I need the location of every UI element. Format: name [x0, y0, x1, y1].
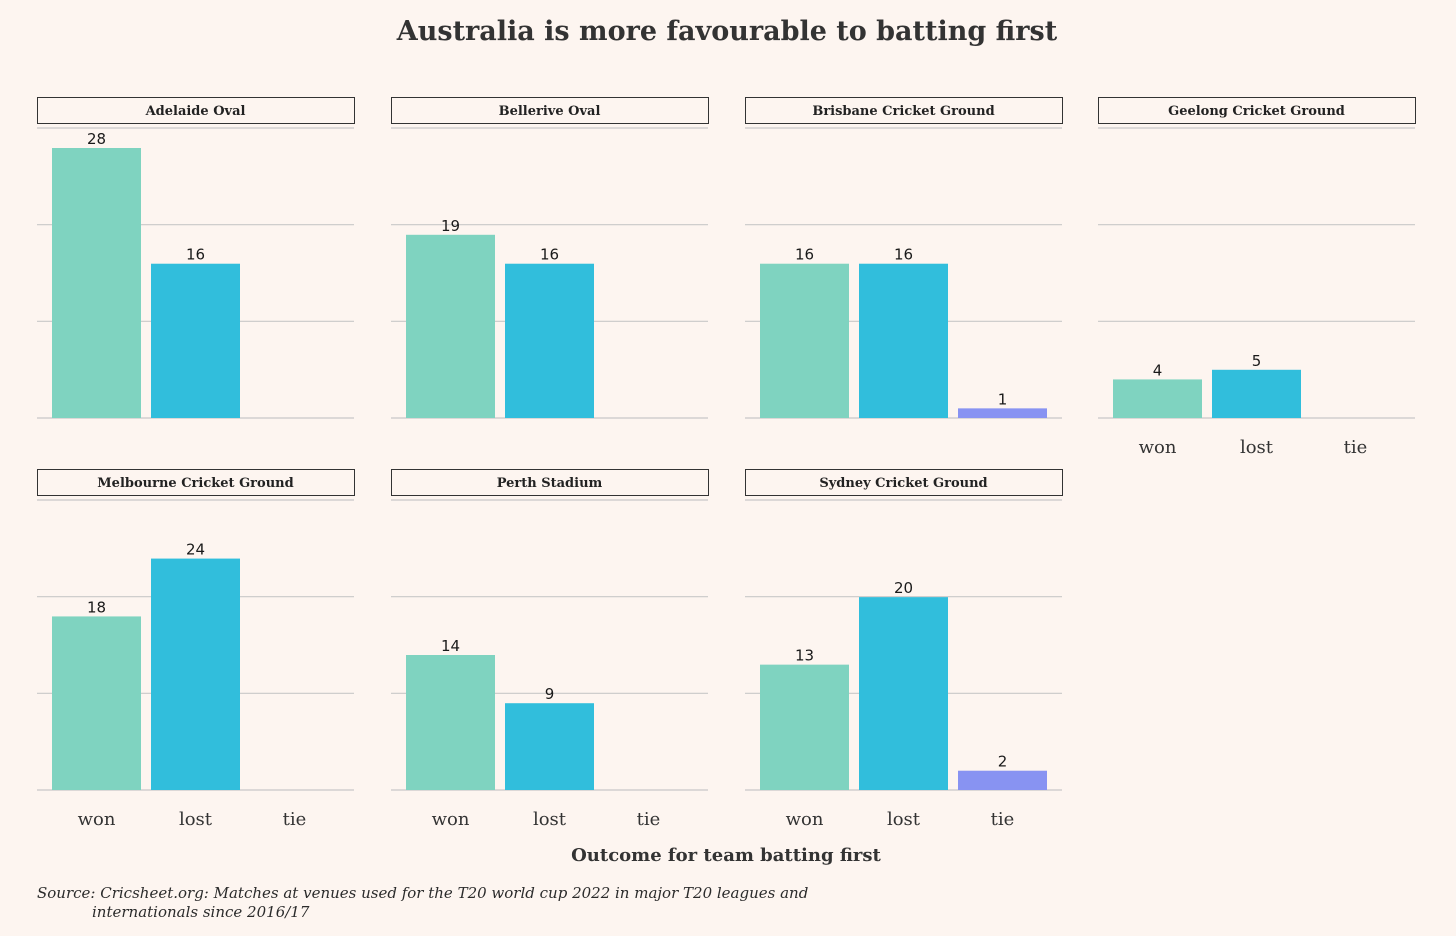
bar-value-label: 14 [441, 637, 460, 655]
bar-won [52, 616, 141, 790]
chart-title: Australia is more favourable to batting … [396, 16, 1058, 47]
x-tick-tie: tie [283, 809, 307, 830]
x-tick-won: won [786, 809, 824, 830]
panel-title: Adelaide Oval [145, 104, 246, 119]
panel-strip [745, 469, 1063, 496]
source-caption-line-2: internationals since 2016/17 [92, 903, 310, 921]
bar-value-label: 20 [894, 579, 913, 597]
panel-strip [391, 97, 709, 124]
panel-title: Brisbane Cricket Ground [812, 104, 994, 119]
x-tick-won: won [78, 809, 116, 830]
x-tick-labels: won lost tie won lost tie won lost tie won lost tie [78, 437, 1368, 830]
bar-value-label: 4 [1153, 361, 1163, 379]
bar-value-label: 18 [87, 598, 106, 616]
panel-strip [745, 97, 1063, 124]
bar-value-label: 24 [186, 541, 205, 559]
bar-won [1113, 379, 1202, 418]
bar-lost [151, 263, 240, 418]
panel-bellerive-oval: Bellerive Oval 19 16 [391, 97, 709, 419]
x-tick-won: won [1139, 437, 1177, 458]
x-tick-lost: lost [533, 809, 567, 830]
panel-title: Geelong Cricket Ground [1168, 104, 1345, 119]
bar-won [760, 263, 849, 418]
panel-perth-stadium: Perth Stadium 14 9 [391, 469, 709, 791]
bar-value-label: 16 [186, 246, 205, 264]
panel-sydney-cricket-ground: Sydney Cricket Ground 13 20 2 [745, 469, 1063, 791]
panel-title: Bellerive Oval [499, 104, 601, 119]
bar-won [760, 664, 849, 790]
bar-lost [151, 558, 240, 790]
x-tick-lost: lost [179, 809, 213, 830]
panel-strip [1098, 97, 1416, 124]
bar-value-label: 16 [540, 246, 559, 264]
x-tick-tie: tie [637, 809, 661, 830]
bar-won [406, 655, 495, 790]
bar-value-label: 1 [998, 390, 1008, 408]
bar-value-label: 28 [87, 130, 106, 148]
source-caption-line-1: Source: Cricsheet.org: Matches at venues… [37, 884, 809, 902]
bar-won [406, 234, 495, 418]
panel-geelong-cricket-ground: Geelong Cricket Ground 4 5 [1098, 97, 1416, 419]
bar-lost [859, 597, 948, 790]
panel-strip [391, 469, 709, 496]
x-tick-tie: tie [1344, 437, 1368, 458]
panel-strip [37, 97, 355, 124]
bar-lost [1212, 369, 1301, 418]
bar-lost [859, 263, 948, 418]
bar-lost [505, 703, 594, 790]
x-tick-lost: lost [1240, 437, 1274, 458]
panel-title: Perth Stadium [497, 476, 603, 491]
bar-lost [505, 263, 594, 418]
panel-title: Melbourne Cricket Ground [97, 476, 293, 491]
source-caption: Source: Cricsheet.org: Matches at venues… [37, 884, 837, 922]
bar-value-label: 16 [795, 246, 814, 264]
bar-value-label: 9 [545, 685, 555, 703]
bar-won [52, 148, 141, 418]
bar-tie [958, 770, 1047, 790]
panel-melbourne-cricket-ground: Melbourne Cricket Ground 18 24 [37, 469, 355, 791]
bar-value-label: 16 [894, 246, 913, 264]
bar-value-label: 19 [441, 217, 460, 235]
x-axis-label: Outcome for team batting first [571, 845, 881, 866]
panel-brisbane-cricket-ground: Brisbane Cricket Ground 16 16 1 [745, 97, 1063, 419]
bar-value-label: 2 [998, 753, 1008, 771]
x-tick-won: won [432, 809, 470, 830]
panel-strip [37, 469, 355, 496]
x-tick-tie: tie [991, 809, 1015, 830]
bar-value-label: 13 [795, 647, 814, 665]
panel-adelaide-oval: Adelaide Oval 28 16 [37, 97, 355, 419]
x-tick-lost: lost [887, 809, 921, 830]
bar-value-label: 5 [1252, 352, 1262, 370]
bar-tie [958, 408, 1047, 418]
panel-title: Sydney Cricket Ground [819, 476, 987, 491]
